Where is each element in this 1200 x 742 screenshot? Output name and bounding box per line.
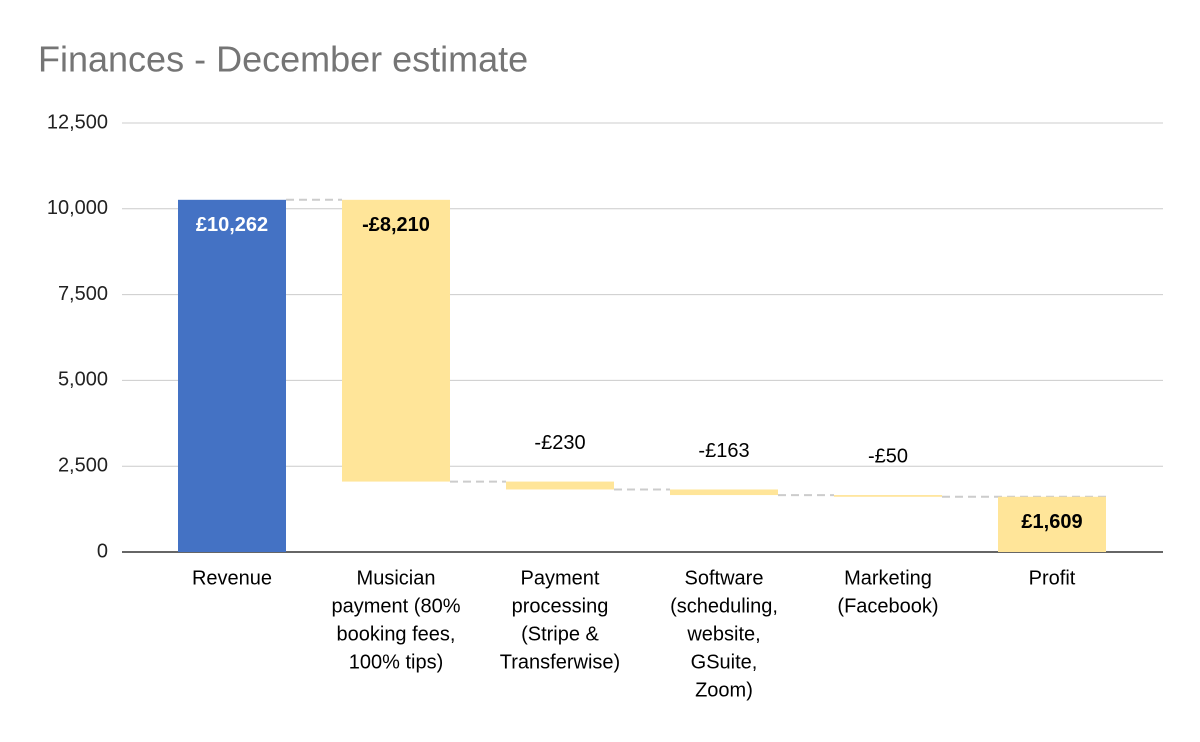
bar: [178, 199, 286, 552]
bar: [998, 496, 1106, 552]
x-tick-label: GSuite,: [691, 651, 758, 673]
data-label: -£230: [534, 432, 585, 454]
y-tick-label: 2,500: [58, 454, 108, 476]
x-tick-label: processing: [512, 595, 609, 617]
x-tick-label: Transferwise): [500, 651, 620, 673]
data-label: -£50: [868, 445, 908, 467]
x-tick-label: (Stripe &: [521, 623, 599, 645]
x-tick-label: 100% tips): [349, 651, 444, 673]
data-label: -£163: [698, 440, 749, 462]
y-tick-label: 10,000: [47, 197, 108, 219]
x-tick-label: booking fees,: [337, 623, 456, 645]
bar: [342, 199, 450, 482]
x-tick-label: payment (80%: [332, 595, 461, 617]
x-tick-label: (scheduling,: [670, 595, 778, 617]
x-tick-label: Payment: [521, 567, 600, 589]
x-tick-label: Zoom): [695, 679, 753, 701]
data-label: -£8,210: [362, 214, 430, 236]
data-label: £1,609: [1021, 511, 1082, 533]
x-tick-label: Profit: [1029, 567, 1076, 589]
x-tick-label: Software: [685, 567, 764, 589]
x-tick-label: (Facebook): [837, 595, 938, 617]
y-tick-label: 0: [97, 540, 108, 562]
bar: [670, 489, 778, 496]
y-tick-label: 7,500: [58, 283, 108, 305]
x-tick-label: website,: [686, 623, 760, 645]
x-tick-label: Musician: [357, 567, 436, 589]
chart-title: Finances - December estimate: [38, 39, 528, 80]
y-tick-label: 12,500: [47, 111, 108, 133]
x-tick-label: Revenue: [192, 567, 272, 589]
x-tick-label: Marketing: [844, 567, 932, 589]
data-label: £10,262: [196, 214, 268, 236]
bar: [506, 481, 614, 490]
bar: [834, 495, 942, 497]
y-tick-label: 5,000: [58, 369, 108, 391]
